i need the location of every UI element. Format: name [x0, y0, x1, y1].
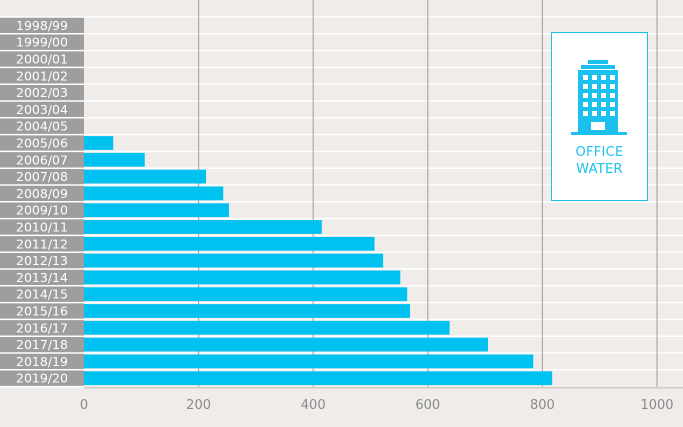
category-label: 2005/06: [16, 136, 68, 151]
category-label: 2019/20: [16, 371, 68, 386]
category-label: 2018/19: [16, 354, 68, 369]
x-tick-label: 400: [301, 398, 326, 413]
bar: [84, 337, 488, 352]
card-line-2: WATER: [576, 162, 623, 177]
office-building-icon: [571, 60, 627, 135]
office-water-card: OFFICE WATER: [551, 32, 648, 201]
category-label: 2010/11: [16, 220, 68, 235]
bar: [84, 186, 224, 201]
bar: [84, 203, 229, 218]
bar: [84, 270, 401, 285]
category-label: 1998/99: [16, 18, 68, 33]
category-label: 1999/00: [16, 35, 68, 50]
category-label: 2009/10: [16, 203, 68, 218]
bar: [84, 253, 384, 268]
category-label: 2014/15: [16, 287, 68, 302]
category-label: 2016/17: [16, 320, 68, 335]
category-label: 2013/14: [16, 270, 68, 285]
category-label: 2007/08: [16, 169, 68, 184]
card-line-1: OFFICE: [575, 145, 624, 160]
category-label: 2006/07: [16, 152, 68, 167]
bar: [84, 287, 408, 302]
x-tick-label: 600: [415, 398, 440, 413]
category-label: 2004/05: [16, 119, 68, 134]
x-tick-label: 200: [186, 398, 211, 413]
bar: [84, 354, 534, 369]
category-label: 2008/09: [16, 186, 68, 201]
bar: [84, 220, 322, 234]
bar: [84, 304, 411, 318]
bar: [84, 236, 375, 251]
category-label: 2017/18: [16, 337, 68, 352]
bar: [84, 152, 145, 167]
category-label: 2011/12: [16, 236, 68, 251]
bar: [84, 371, 553, 386]
category-label: 2000/01: [16, 52, 68, 67]
bar: [84, 169, 207, 184]
category-label: 2001/02: [16, 68, 68, 83]
category-label: 2012/13: [16, 253, 68, 268]
bar: [84, 320, 450, 335]
category-label: 2015/16: [16, 304, 68, 319]
x-tick-label: 1000: [640, 398, 673, 413]
bar: [84, 136, 114, 150]
category-label: 2003/04: [16, 102, 68, 117]
category-label: 2002/03: [16, 85, 68, 100]
x-tick-label: 800: [530, 398, 555, 413]
x-tick-label: 0: [80, 398, 88, 413]
